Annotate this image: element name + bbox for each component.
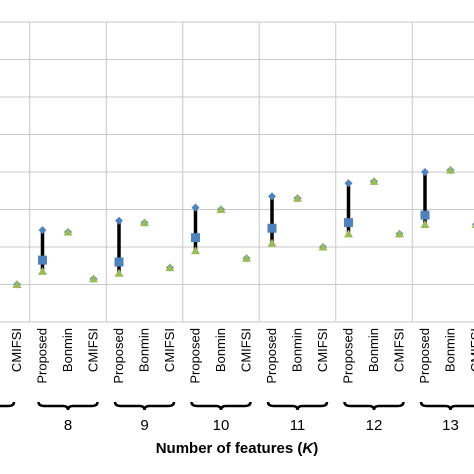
group-brace — [419, 401, 474, 411]
tick-label: CMIFSI — [392, 328, 407, 372]
group-label: 11 — [290, 417, 306, 434]
point-triangle — [471, 223, 474, 228]
point-triangle — [191, 246, 200, 255]
point-diamond — [115, 216, 123, 225]
group-label: 8 — [64, 417, 72, 434]
point-triangle — [12, 280, 22, 288]
tick-label: Bonmin — [443, 328, 458, 372]
point-triangle — [38, 266, 47, 275]
tick-label: Bonmin — [137, 328, 152, 372]
point-triangle — [267, 238, 277, 247]
point-square — [38, 255, 47, 265]
point-triangle — [369, 176, 379, 185]
tick-label: CMIFSI — [239, 328, 254, 372]
point-diamond — [268, 192, 276, 201]
point-diamond — [191, 203, 200, 212]
point-triangle — [165, 263, 175, 272]
x-axis-title-variable: K — [302, 440, 314, 457]
tick-label: CMIFSI — [162, 328, 177, 372]
group-label: 12 — [366, 417, 383, 434]
tick-label: Proposed — [264, 328, 279, 384]
point-diamond — [38, 226, 47, 235]
tick-label: Proposed — [341, 328, 356, 384]
tick-label: Proposed — [35, 328, 50, 384]
tick-label: CMIFSI — [468, 328, 474, 372]
tick-label: CMIFSI — [315, 328, 330, 372]
point-square — [267, 223, 277, 233]
group-brace — [190, 401, 252, 411]
group-brace — [343, 401, 405, 411]
point-triangle — [293, 193, 302, 202]
tick-label: Bonmin — [213, 328, 228, 372]
group-label: 13 — [442, 417, 459, 434]
x-tick-labels: CMIFSI Proposed Bonmin CMIFSI Proposed Bonmin… — [9, 328, 474, 384]
point-diamond — [344, 179, 353, 188]
point-triangle — [89, 274, 98, 283]
group-label: 10 — [213, 417, 230, 434]
point-triangle — [63, 227, 73, 236]
group-braces: 8 9 10 11 12 13 — [0, 401, 474, 434]
point-square — [420, 210, 430, 220]
point-triangle — [395, 229, 404, 238]
x-axis-title-open: ( — [297, 440, 303, 457]
point-triangle — [420, 220, 430, 228]
group-label: 9 — [140, 417, 148, 434]
point-diamond — [421, 168, 429, 176]
chart-marks — [12, 165, 474, 289]
tick-label: Proposed — [111, 328, 126, 384]
group-brace — [266, 401, 329, 411]
tick-label: CMIFSI — [86, 328, 101, 372]
chart-gridlines — [0, 21, 474, 323]
group-brace — [113, 401, 176, 411]
tick-label: Proposed — [188, 328, 203, 384]
point-triangle — [242, 253, 251, 262]
x-axis-title: Number of features (K) — [0, 440, 474, 457]
point-square — [344, 218, 353, 228]
tick-label: Bonmin — [290, 328, 305, 372]
point-triangle — [140, 218, 149, 227]
point-triangle — [446, 165, 455, 174]
group-brace — [37, 401, 99, 411]
point-square — [191, 233, 200, 243]
point-triangle — [318, 242, 328, 251]
tick-label: CMIFSI — [9, 328, 24, 372]
tick-label: Bonmin — [60, 328, 75, 372]
tick-label: Proposed — [417, 328, 432, 384]
x-axis-title-text: Number of features — [155, 440, 294, 457]
point-triangle — [216, 205, 226, 213]
point-triangle — [344, 229, 353, 238]
point-square — [114, 257, 124, 267]
tick-label: Bonmin — [366, 328, 381, 372]
group-brace-partial — [0, 401, 16, 408]
point-triangle — [114, 268, 124, 277]
x-axis-title-close: ) — [313, 440, 319, 457]
